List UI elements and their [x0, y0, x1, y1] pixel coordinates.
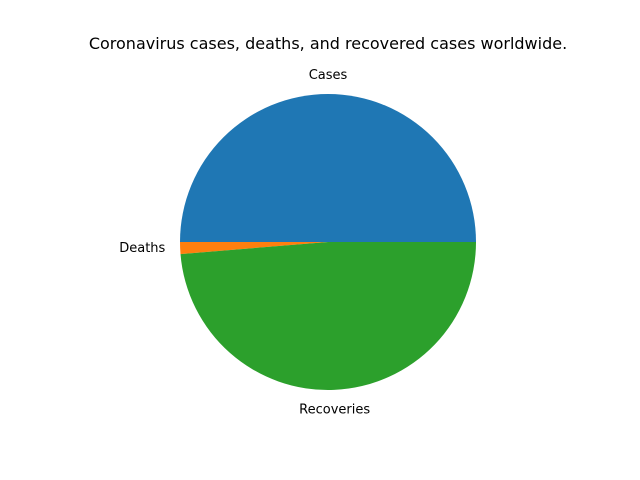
pie-label-cases: Cases [309, 68, 348, 83]
pie-slice-cases [180, 94, 476, 242]
pie-label-deaths: Deaths [119, 241, 165, 256]
pie-slice-recoveries [180, 242, 476, 391]
chart-title: Coronavirus cases, deaths, and recovered… [89, 34, 567, 53]
pie-slices [180, 94, 476, 391]
pie-labels: Cases Deaths Recoveries [119, 68, 370, 417]
pie-label-recoveries: Recoveries [299, 402, 370, 417]
pie-slice-deaths [180, 242, 328, 255]
